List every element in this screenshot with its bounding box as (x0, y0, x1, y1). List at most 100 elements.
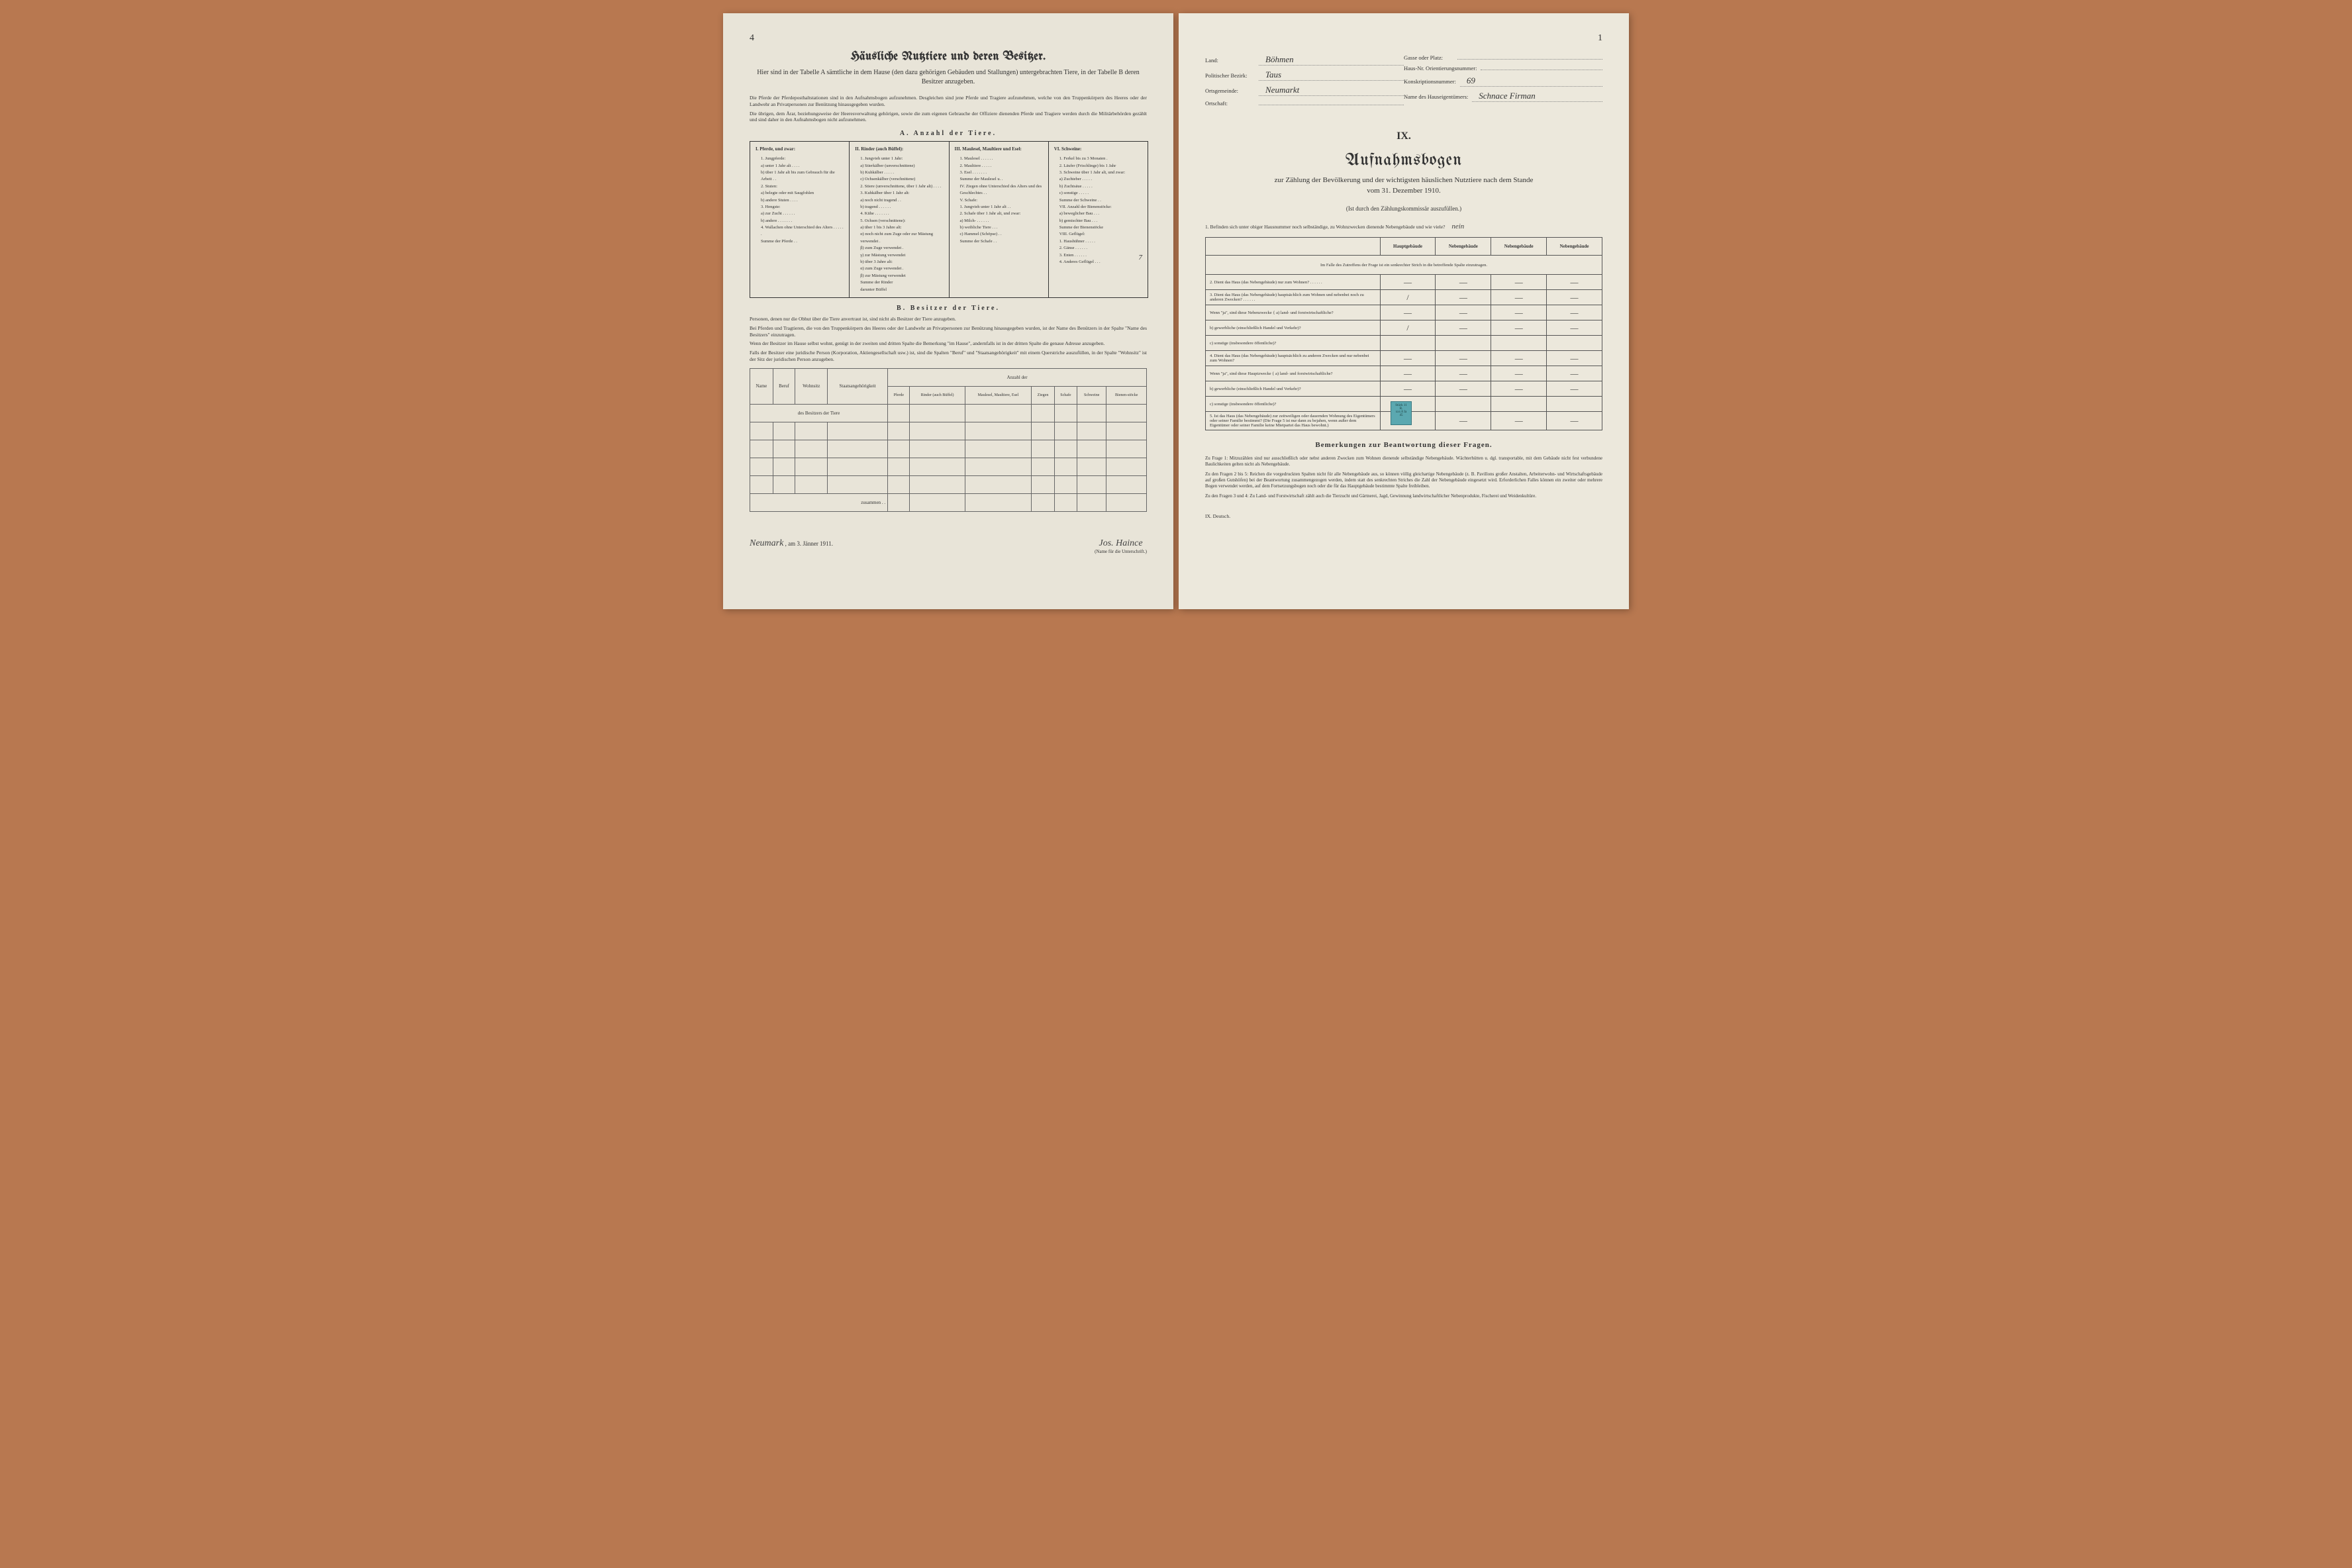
question-1: 1. Befinden sich unter obiger Hausnummer… (1205, 222, 1602, 230)
animal-category-item: a) unter 1 Jahr alt . . . . (761, 163, 844, 170)
table-a-col-4: VI. Schweine: 1. Ferkel bis zu 3 Monaten… (1049, 142, 1148, 297)
page-number-right: 1 (1205, 33, 1602, 44)
table-a-col-3: III. Maulesel, Maultiere und Esel: 1. Ma… (950, 142, 1049, 297)
animal-category-item: b) tragend . . . . . . (860, 204, 943, 211)
animal-category-item: 4. Wallachen ohne Unterschied des Alters… (761, 224, 844, 238)
page-number-left: 4 (750, 33, 1147, 44)
field-value: Neumarkt (1259, 85, 1404, 96)
header-field: Name des Hauseigentümers:Schnace Firman (1404, 91, 1602, 102)
signature-name: Jos. Haince (1095, 538, 1147, 549)
fine-print-2: Die übrigen, dem Ärar, beziehungsweise d… (750, 111, 1147, 124)
animal-category-item: b) Kuhkälber . . . . . (860, 170, 943, 176)
question-row: c) sonstige (insbesondere öffentliche)? (1206, 336, 1602, 351)
animal-category-item: a) Stierkälber (unverschnittene) (860, 163, 943, 170)
fine-b3: Wenn der Besitzer im Hause selbst wohnt,… (750, 340, 1147, 347)
animal-category-item: γ) zur Mästung verwendet (860, 252, 943, 259)
header-field: Haus-Nr. Orientierungsnummer: (1404, 65, 1602, 72)
animal-category-item: IV. Ziegen ohne Unterschied des Alters u… (960, 183, 1043, 197)
bottom-note: IX. Deutsch. (1205, 513, 1602, 519)
animal-category-item: 2. Stiere (unverschnittene, über 1 Jahr … (860, 183, 943, 190)
animal-category-item: b) weibliche Tiere . . . (960, 224, 1043, 231)
animal-category-item: 1. Jungvieh unter 1 Jahr alt . . (960, 204, 1043, 211)
animal-category-item: b) andere Stuten . . . . (761, 197, 844, 204)
animal-category-item: 1. Ferkel bis zu 3 Monaten . (1059, 156, 1142, 162)
animal-category-item: 2. Läufer (Frischlinge) bis 1 Jahr (1059, 163, 1142, 170)
animal-category-item: VIII. Geflügel: (1059, 231, 1142, 238)
animal-category-item: a) zur Zucht . . . . . . (761, 211, 844, 217)
animal-category-item: b) gemischter Bau . . . (1059, 218, 1142, 224)
remarks-title: Bemerkungen zur Beantwortung dieser Frag… (1205, 441, 1602, 449)
field-value: 69 (1460, 75, 1602, 87)
field-value (1457, 59, 1602, 60)
animal-category-item: 3. Esel . . . . . . . (960, 170, 1043, 176)
main-title: Aufnahmsbogen (1205, 152, 1602, 170)
animal-category-item: 1. Maulesel . . . . . . (960, 156, 1043, 162)
animal-category-item: a) über 1 bis 3 Jahre alt: (860, 224, 943, 231)
header-field: Politischer Bezirk:Taus (1205, 70, 1404, 81)
main-subtitle: zur Zählung der Bevölkerung und der wich… (1205, 176, 1602, 184)
animal-category-item: Summe der Pferde . . (761, 238, 844, 245)
table-b: Name Beruf Wohnsitz Staatsangehörigkeit … (750, 368, 1147, 512)
revenue-stamp: Stück 11 R. xxx 8 Ja 45 (1391, 401, 1412, 425)
left-page: 4 Häusliche Nutztiere und deren Besitzer… (723, 13, 1173, 609)
question-row: Wenn "ja", sind diese Hauptzwecke { a) l… (1206, 366, 1602, 381)
question-row: 3. Dient das Haus (das Nebengebäude) hau… (1206, 290, 1602, 305)
right-page: 1 Land:BöhmenPolitischer Bezirk:TausOrts… (1179, 13, 1629, 609)
animal-category-item: a) beweglicher Bau . . . (1059, 211, 1142, 217)
animal-category-item: darunter Büffel (860, 287, 943, 293)
table-a: I. Pferde, und zwar: 1. Jungpferde:a) un… (750, 141, 1148, 298)
section-b-header: B. Besitzer der Tiere. (750, 305, 1147, 312)
header-field: Gasse oder Platz: (1404, 54, 1602, 61)
animal-category-item: b) andere . . . . . . . (761, 218, 844, 224)
animal-category-item: 1. Jungpferde: (761, 156, 844, 162)
animal-category-item: b) Zuchtsäue . . . . . (1059, 183, 1142, 190)
animal-category-item: 2. Maultiere . . . . . (960, 163, 1043, 170)
animal-category-item: 1. Haushühner . . . . . (1059, 238, 1142, 245)
roman-numeral: IX. (1205, 130, 1602, 142)
table-a-col-2: II. Rinder (auch Büffel): 1. Jungvieh un… (850, 142, 949, 297)
header-field: Konskriptionsnummer:69 (1404, 75, 1602, 87)
animal-category-item: β) zum Zuge verwendet . (860, 245, 943, 252)
fine-print-1: Die Pferde der Pferdeposthaltstationen s… (750, 95, 1147, 108)
header-fields: Land:BöhmenPolitischer Bezirk:TausOrtsge… (1205, 50, 1602, 111)
field-value: Taus (1259, 70, 1404, 81)
animal-category-item: Summe der Schafe . . (960, 238, 1043, 245)
animal-category-item: 3. Kuhkälber über 1 Jahr alt: (860, 190, 943, 197)
field-value: Schnace Firman (1472, 91, 1602, 102)
animal-category-item: 3. Enten . . . . . . (1059, 252, 1142, 259)
animal-category-item: 4. Kühe . . . . . . . (860, 211, 943, 217)
left-subtitle: Hier sind in der Tabelle A sämtliche in … (750, 68, 1147, 87)
main-date: vom 31. Dezember 1910. (1205, 187, 1602, 195)
q1-answer: nein (1451, 222, 1464, 230)
field-value: Böhmen (1259, 54, 1404, 66)
animal-category-item: c) Hammel (Schöpse) . . (960, 231, 1043, 238)
animal-category-item: V. Schafe: (960, 197, 1043, 204)
signature-place: Neumark (750, 538, 783, 548)
section-a-header: A. Anzahl der Tiere. (750, 130, 1147, 137)
animal-category-item: 2. Stuten: (761, 183, 844, 190)
question-row: Wenn "ja", sind diese Nebenzwecke { a) l… (1206, 305, 1602, 320)
animal-category-item: c) Ochsenkälber (verschnittene) (860, 176, 943, 183)
animal-category-item: β) zur Mästung verwendet (860, 273, 943, 279)
header-field: Ortschaft: (1205, 100, 1404, 107)
animal-category-item: a) noch nicht tragend . . (860, 197, 943, 204)
remark-paragraph: Zu Frage 1: Mitzuzählen sind nur ausschl… (1205, 456, 1602, 467)
animal-category-item: a) Zuchteber . . . . . (1059, 176, 1142, 183)
animal-category-item: 3. Hengste: (761, 204, 844, 211)
fine-b2: Bei Pferden und Tragtieren, die von den … (750, 325, 1147, 338)
animal-category-item: 3. Schweine über 1 Jahr alt, und zwar: (1059, 170, 1142, 176)
animal-category-item: Summe der Rinder (860, 279, 943, 286)
question-row: b) gewerbliche (einschließlich Handel un… (1206, 320, 1602, 336)
handwritten-7: 7 (1139, 252, 1143, 264)
animal-category-item: VII. Anzahl der Bienenstöcke: (1059, 204, 1142, 211)
animal-category-item: c) sonstige . . . . . (1059, 190, 1142, 197)
animal-category-item: α) noch nicht zum Zuge oder zur Mästung … (860, 231, 943, 245)
animal-category-item: b) über 1 Jahr alt bis zum Gebrauch für … (761, 170, 844, 183)
animal-category-item: 5. Ochsen (verschnittene): (860, 218, 943, 224)
remark-paragraph: Zu den Fragen 3 und 4: Zu Land- und Fors… (1205, 493, 1602, 499)
animal-category-item: 1. Jungvieh unter 1 Jahr: (860, 156, 943, 162)
question-row: 2. Dient das Haus (das Nebengebäude) nur… (1206, 275, 1602, 290)
question-row: b) gewerbliche (einschließlich Handel un… (1206, 381, 1602, 397)
animal-category-item: Summe der Schweine . . (1059, 197, 1142, 204)
animal-category-item: 4. Anderes Geflügel . . . (1059, 259, 1142, 266)
